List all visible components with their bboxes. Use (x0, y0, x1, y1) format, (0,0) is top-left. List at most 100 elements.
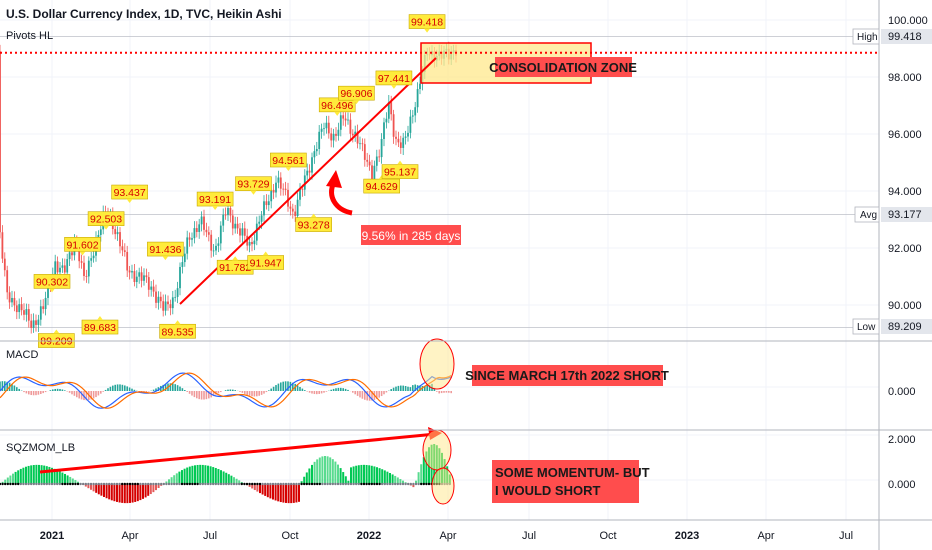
pivot-value: 94.629 (366, 181, 398, 193)
candle-body (85, 275, 88, 277)
sqz-dot (401, 482, 405, 486)
sqz-bar (368, 465, 371, 484)
sqz-bar (313, 461, 316, 484)
pivot-value: 97.441 (378, 73, 410, 85)
sqz-dot (225, 482, 228, 486)
sqz-bar (266, 484, 269, 498)
sqz-bar (103, 484, 105, 497)
macd-bar (306, 391, 308, 392)
sqz-dot (50, 482, 54, 486)
sqz-bar (48, 466, 51, 484)
sqz-dot (152, 482, 155, 486)
sqz-dot (303, 482, 306, 486)
sqz-bar (139, 484, 142, 501)
sqz-title: SQZMOM_LB (6, 442, 75, 454)
candle-body (150, 286, 153, 290)
candle-body (419, 83, 421, 90)
macd-bar (198, 391, 200, 400)
candle-body (416, 89, 419, 108)
sqz-dot (160, 482, 163, 486)
macd-bar (284, 381, 287, 391)
price-pane[interactable]: CONSOLIDATION ZONE 9.56% in 285 days 90.… (0, 14, 878, 348)
sqz-dot (295, 482, 298, 486)
indicator-title: Pivots HL (6, 30, 53, 42)
sqz-dot (56, 482, 59, 486)
macd-bar (323, 391, 325, 393)
macd-pane[interactable]: SINCE MARCH 17th 2022 SHORT (0, 338, 669, 409)
pivot-value: 93.729 (237, 179, 269, 191)
time-axis[interactable]: 2021 Apr Jul Oct 2022 Apr Jul Oct 2023 A… (40, 530, 853, 542)
macd-bar (100, 391, 102, 394)
candle-body (128, 270, 131, 273)
sqz-bar (305, 472, 308, 484)
zone-label: CONSOLIDATION ZONE (489, 60, 637, 75)
sqz-bar (227, 474, 230, 484)
price-axis[interactable]: 100.000 98.000 96.000 94.000 92.000 90.0… (888, 15, 928, 491)
candle-body (347, 119, 349, 121)
sqz-bar (274, 484, 277, 501)
pivot-label: 92.503 (87, 211, 125, 230)
sqz-dot (89, 482, 93, 486)
pivot-label: 96.906 (338, 85, 375, 105)
macd-bar (138, 391, 140, 392)
macd-bar (102, 391, 104, 392)
macd-bar (32, 391, 35, 396)
pivot-label: 91.947 (247, 251, 284, 270)
sqz-bar (175, 473, 178, 484)
sqz-dot (147, 482, 150, 486)
sqz-dot (0, 482, 2, 486)
sqz-dot (167, 482, 171, 486)
candle-body (3, 258, 6, 271)
sqz-bar (64, 473, 66, 484)
candle-body (397, 138, 400, 143)
sqz-dot (308, 482, 311, 486)
candle-body (383, 122, 385, 140)
macd-bar (428, 384, 431, 391)
sqz-dot (14, 482, 17, 486)
sqz-dot (61, 482, 64, 486)
candle-body (200, 216, 203, 225)
candle-body (92, 255, 95, 259)
candle-body (236, 223, 239, 229)
x-tick: 2022 (357, 530, 381, 542)
pivot-label: 93.278 (295, 213, 332, 232)
sqz-bar (277, 484, 280, 502)
pivot-label: 93.191 (196, 191, 234, 211)
candle-body (258, 221, 261, 224)
macd-bar (49, 390, 52, 391)
candle-body (6, 270, 9, 293)
candle-body (195, 228, 198, 232)
macd-bar (448, 391, 450, 393)
sqz-dot (375, 482, 379, 486)
candle-body (243, 228, 246, 236)
candle-body (32, 320, 35, 328)
candle-body (193, 228, 196, 239)
sqz-dot (58, 482, 61, 486)
sqz-bar (339, 468, 342, 484)
sqz-dot (245, 482, 249, 486)
macd-bar (25, 391, 28, 394)
sqz-dot (30, 482, 33, 486)
sqz-bar (329, 457, 332, 484)
macd-highlight-circle (419, 338, 455, 390)
candle-body (282, 188, 285, 190)
sqz-dot (394, 482, 397, 486)
sqz-bar (253, 484, 256, 491)
macd-bar (40, 391, 42, 395)
sqz-bar (149, 484, 152, 495)
macd-bar (133, 389, 136, 391)
sqz-bar (194, 465, 196, 484)
squeeze-momentum-pane[interactable]: SOME MOMENTUM- BUT I WOULD SHORT (0, 427, 650, 505)
sqz-dot (40, 482, 43, 486)
macd-bar (340, 387, 342, 391)
macd-bar (157, 387, 160, 391)
candle-body (277, 177, 280, 183)
y-tick: 92.000 (888, 243, 922, 255)
candle-body (66, 259, 69, 273)
sqz-dot (412, 482, 415, 486)
sqz-dot (53, 482, 56, 486)
candle-body (375, 156, 378, 166)
sqz-dot (24, 482, 28, 486)
sqz-bar (178, 471, 181, 484)
